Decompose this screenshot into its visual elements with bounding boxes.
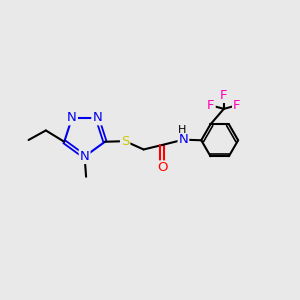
Text: N: N bbox=[92, 111, 102, 124]
Text: F: F bbox=[233, 99, 241, 112]
Text: H: H bbox=[178, 125, 186, 135]
Text: F: F bbox=[207, 99, 215, 112]
Text: F: F bbox=[220, 89, 228, 102]
Text: N: N bbox=[178, 133, 188, 146]
Text: N: N bbox=[67, 111, 77, 124]
Text: S: S bbox=[121, 135, 129, 148]
Text: O: O bbox=[157, 161, 167, 174]
Text: N: N bbox=[80, 150, 89, 163]
